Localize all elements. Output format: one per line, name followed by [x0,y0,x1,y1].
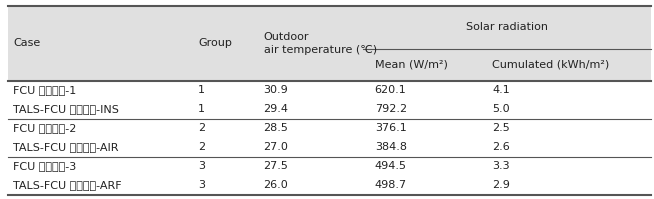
Text: 26.0: 26.0 [264,180,288,190]
Text: 4.1: 4.1 [492,85,510,95]
Text: 2: 2 [198,142,205,152]
Text: Mean (W/m²): Mean (W/m²) [375,60,447,70]
Text: 28.5: 28.5 [264,123,288,133]
Text: 27.0: 27.0 [264,142,288,152]
Text: 792.2: 792.2 [375,104,407,114]
Text: 498.7: 498.7 [375,180,407,190]
Text: Outdoor
air temperature (℃): Outdoor air temperature (℃) [264,32,377,55]
Bar [8,6,651,81]
Text: 2: 2 [198,123,205,133]
Text: TALS-FCU 병용운전-INS: TALS-FCU 병용운전-INS [13,104,119,114]
Text: TALS-FCU 병용운전-ARF: TALS-FCU 병용운전-ARF [13,180,122,190]
Text: FCU 단독운전-3: FCU 단독운전-3 [13,161,77,171]
Text: 30.9: 30.9 [264,85,288,95]
Text: Cumulated (kWh/m²): Cumulated (kWh/m²) [492,60,610,70]
Text: Case: Case [13,38,41,48]
Text: 620.1: 620.1 [375,85,407,95]
Text: FCU 단독운전-1: FCU 단독운전-1 [13,85,77,95]
Text: 1: 1 [198,104,205,114]
Text: 2.9: 2.9 [492,180,510,190]
Text: 376.1: 376.1 [375,123,407,133]
Text: 384.8: 384.8 [375,142,407,152]
Text: 494.5: 494.5 [375,161,407,171]
Text: 2.5: 2.5 [492,123,510,133]
Text: TALS-FCU 병용운전-AIR: TALS-FCU 병용운전-AIR [13,142,118,152]
Text: Solar radiation: Solar radiation [466,22,548,32]
Text: FCU 단독운전-2: FCU 단독운전-2 [13,123,77,133]
Text: 29.4: 29.4 [264,104,288,114]
Text: 2.6: 2.6 [492,142,510,152]
Text: 3: 3 [198,180,205,190]
Text: 3.3: 3.3 [492,161,510,171]
Text: 1: 1 [198,85,205,95]
Text: Group: Group [198,38,232,48]
Text: 3: 3 [198,161,205,171]
Text: 27.5: 27.5 [264,161,288,171]
Text: 5.0: 5.0 [492,104,510,114]
